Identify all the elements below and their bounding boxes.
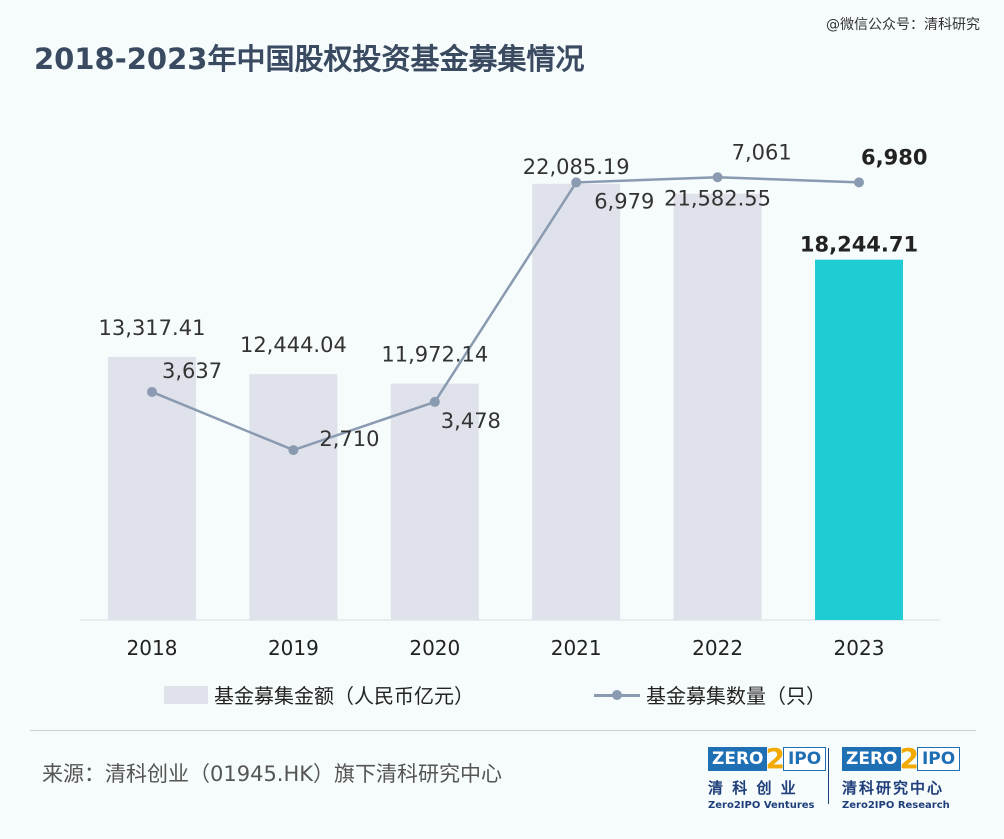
count-point-2021 xyxy=(571,177,582,188)
x-tick-label-2021: 2021 xyxy=(551,636,602,660)
x-tick-label-2022: 2022 xyxy=(692,636,743,660)
count-value-label-2021: 6,979 xyxy=(594,189,654,213)
count-point-2023 xyxy=(854,177,864,188)
x-tick-label-2018: 2018 xyxy=(127,636,178,660)
bar-2018 xyxy=(108,356,196,620)
count-point-2022 xyxy=(712,172,723,183)
bar-value-label-2023: 18,244.71 xyxy=(800,233,918,257)
legend-label-count: 基金募集数量（只） xyxy=(646,684,826,708)
count-value-label-2023: 6,980 xyxy=(861,145,927,169)
watermark: @微信公众号：清科研究 xyxy=(826,17,980,33)
count-point-2019 xyxy=(288,445,299,456)
x-tick-label-2020: 2020 xyxy=(409,636,460,660)
count-point-2018 xyxy=(147,386,157,397)
x-tick-label-2019: 2019 xyxy=(268,636,319,660)
logo-zero2ipo-research: ZERO 2 IPO 清科研究中心 Zero2IPO Research xyxy=(842,745,961,811)
legend-bar-swatch xyxy=(164,685,208,704)
source-note: 来源：清科创业（01945.HK）旗下清科研究中心 xyxy=(42,762,503,786)
logo-zero2ipo-ventures: ZERO 2 IPO 清 科 创 业 Zero2IPO Ventures xyxy=(708,745,827,811)
bar-2022 xyxy=(673,193,762,621)
bar-value-label-2020: 11,972.14 xyxy=(381,343,488,367)
bar-value-label-2021: 22,085.19 xyxy=(523,155,630,179)
count-value-label-2020: 3,478 xyxy=(441,409,501,433)
legend-item-amount: 基金募集金额（人民币亿元） xyxy=(164,680,474,709)
bar-2021 xyxy=(532,183,621,620)
legend: 基金募集金额（人民币亿元） 基金募集数量（只） xyxy=(0,680,1004,716)
legend-line-swatch xyxy=(594,686,640,704)
count-value-label-2018: 3,637 xyxy=(162,359,222,383)
bar-value-label-2019: 12,444.04 xyxy=(240,333,347,357)
count-point-2020 xyxy=(429,396,440,407)
count-line xyxy=(151,176,860,452)
count-value-label-2019: 2,710 xyxy=(319,427,379,451)
bar-value-label-2018: 13,317.41 xyxy=(99,316,206,340)
legend-label-amount: 基金募集金额（人民币亿元） xyxy=(214,684,474,708)
bar-2020 xyxy=(390,383,479,620)
count-value-label-2022: 7,061 xyxy=(732,140,792,164)
logo-divider xyxy=(828,748,829,804)
x-tick-label-2023: 2023 xyxy=(834,636,885,660)
footer-divider xyxy=(30,730,976,731)
bar-2019 xyxy=(249,374,338,620)
chart: 2018 2019 2020 2021 2022 2023 13,317.41 3,637 12… xyxy=(80,140,940,660)
bar-2023 xyxy=(815,259,903,620)
bar-value-label-2022: 21,582.55 xyxy=(664,187,771,211)
chart-title: 2018-2023年中国股权投资基金募集情况 xyxy=(34,42,585,76)
legend-item-count: 基金募集数量（只） xyxy=(594,680,826,709)
